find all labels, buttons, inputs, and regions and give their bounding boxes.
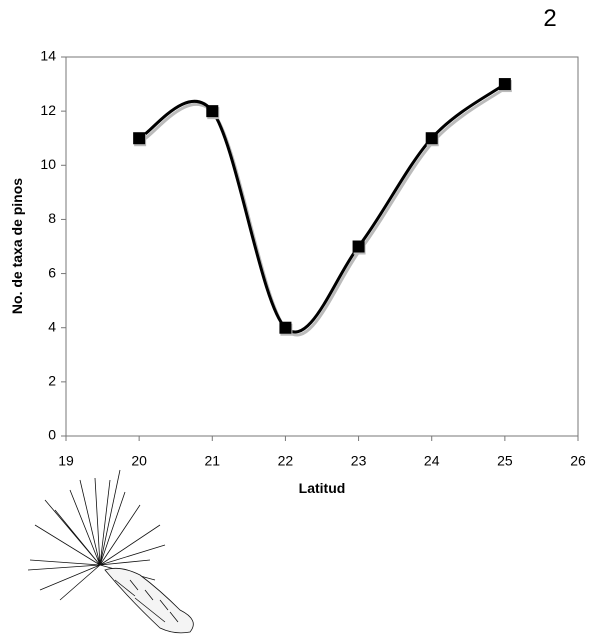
- marker: [279, 321, 292, 334]
- x-tick-label: 21: [204, 453, 220, 469]
- y-tick-label: 10: [40, 156, 56, 172]
- x-tick-label: 22: [278, 453, 294, 469]
- marker: [425, 132, 438, 145]
- x-tick-label: 19: [58, 453, 74, 469]
- y-tick-label: 8: [48, 210, 56, 226]
- plot-frame: [65, 56, 579, 437]
- x-tick-label: 23: [351, 453, 367, 469]
- line-shadow: [140, 85, 508, 337]
- pine-illustration: [27, 469, 194, 634]
- x-tick-label: 20: [131, 453, 147, 469]
- marker: [498, 78, 511, 91]
- y-axis-label: No. de taxa de pinos: [9, 178, 25, 314]
- x-tick-label: 25: [497, 453, 513, 469]
- axes: [65, 56, 579, 437]
- page-number: 2: [543, 5, 556, 32]
- marker: [352, 240, 365, 253]
- y-tick-label: 14: [40, 48, 56, 64]
- x-tick-label: 26: [570, 453, 586, 469]
- marker: [133, 132, 146, 145]
- y-tick-label: 12: [40, 102, 56, 118]
- x-axis-label: Latitud: [299, 480, 346, 496]
- marker: [206, 105, 219, 118]
- y-tick-label: 2: [48, 373, 56, 389]
- y-tick-label: 6: [48, 264, 56, 280]
- x-tick-label: 24: [424, 453, 440, 469]
- y-tick-label: 0: [48, 427, 56, 443]
- line: [138, 82, 506, 334]
- y-tick-label: 4: [48, 318, 56, 334]
